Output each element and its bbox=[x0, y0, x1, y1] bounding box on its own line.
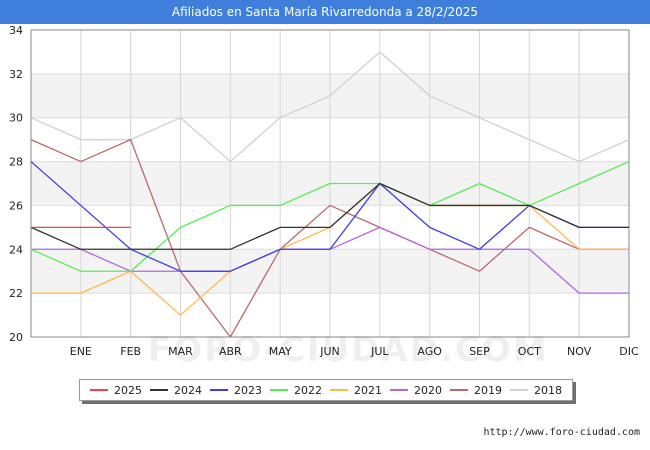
x-axis-ticks: ENE FEB MAR ABR MAY JUN JUL AGO SEP OCT NOV DIC bbox=[70, 345, 639, 358]
series-lines bbox=[30, 51, 630, 338]
x-tick-label: FEB bbox=[120, 345, 141, 358]
x-tick-label: MAY bbox=[269, 345, 292, 358]
legend-item-2023: 2023 bbox=[210, 384, 262, 397]
plot-frame bbox=[30, 29, 630, 338]
y-tick-label: 24 bbox=[9, 243, 23, 256]
x-tick-label: NOV bbox=[567, 345, 592, 358]
y-tick-label: 32 bbox=[9, 68, 23, 81]
legend-swatch bbox=[210, 389, 228, 391]
legend-label: 2018 bbox=[534, 383, 562, 397]
x-tick-label: ENE bbox=[70, 345, 92, 358]
y-tick-label: 28 bbox=[9, 156, 23, 169]
legend-label: 2023 bbox=[234, 383, 262, 397]
x-tick-label: SEP bbox=[469, 345, 490, 358]
legend-swatch bbox=[450, 389, 468, 391]
y-tick-label: 20 bbox=[9, 331, 23, 344]
legend-label: 2020 bbox=[414, 383, 442, 397]
legend-swatch bbox=[330, 389, 348, 391]
x-tick-label: JUL bbox=[370, 345, 389, 358]
legend: 2025 2024 2023 2022 2021 2020 2019 2018 bbox=[79, 379, 573, 401]
legend-item-2022: 2022 bbox=[270, 384, 322, 397]
y-tick-label: 22 bbox=[9, 287, 23, 300]
y-axis-ticks: 20 22 24 26 28 30 32 34 bbox=[9, 24, 23, 344]
x-tick-label: DIC bbox=[619, 345, 639, 358]
legend-swatch bbox=[510, 389, 528, 391]
y-tick-label: 26 bbox=[9, 199, 23, 212]
y-tick-label: 30 bbox=[9, 112, 23, 125]
legend-swatch bbox=[150, 389, 168, 391]
legend-swatch bbox=[390, 389, 408, 391]
legend-label: 2024 bbox=[174, 383, 202, 397]
legend-label: 2021 bbox=[354, 383, 382, 397]
legend-item-2018: 2018 bbox=[510, 384, 562, 397]
chart-title: Afiliados en Santa María Rivarredonda a … bbox=[0, 0, 650, 24]
legend-item-2021: 2021 bbox=[330, 384, 382, 397]
x-tick-label: JUN bbox=[319, 345, 340, 358]
series-line-2019 bbox=[30, 138, 629, 338]
y-tick-label: 34 bbox=[9, 24, 23, 37]
legend-label: 2025 bbox=[114, 383, 142, 397]
legend-label: 2022 bbox=[294, 383, 322, 397]
legend-item-2020: 2020 bbox=[390, 384, 442, 397]
legend-swatch bbox=[90, 389, 108, 391]
source-url: http://www.foro-ciudad.com bbox=[483, 427, 640, 438]
legend-item-2019: 2019 bbox=[450, 384, 502, 397]
legend-swatch bbox=[270, 389, 288, 391]
x-tick-label: ABR bbox=[219, 345, 242, 358]
watermark: FORO-CIUDAD.COM bbox=[148, 330, 549, 370]
legend-label: 2019 bbox=[474, 383, 502, 397]
x-tick-label: AGO bbox=[417, 345, 442, 358]
x-tick-label: OCT bbox=[518, 345, 541, 358]
series-line-2024 bbox=[30, 182, 629, 250]
x-tick-label: MAR bbox=[168, 345, 193, 358]
legend-item-2025: 2025 bbox=[90, 384, 142, 397]
legend-item-2024: 2024 bbox=[150, 384, 202, 397]
